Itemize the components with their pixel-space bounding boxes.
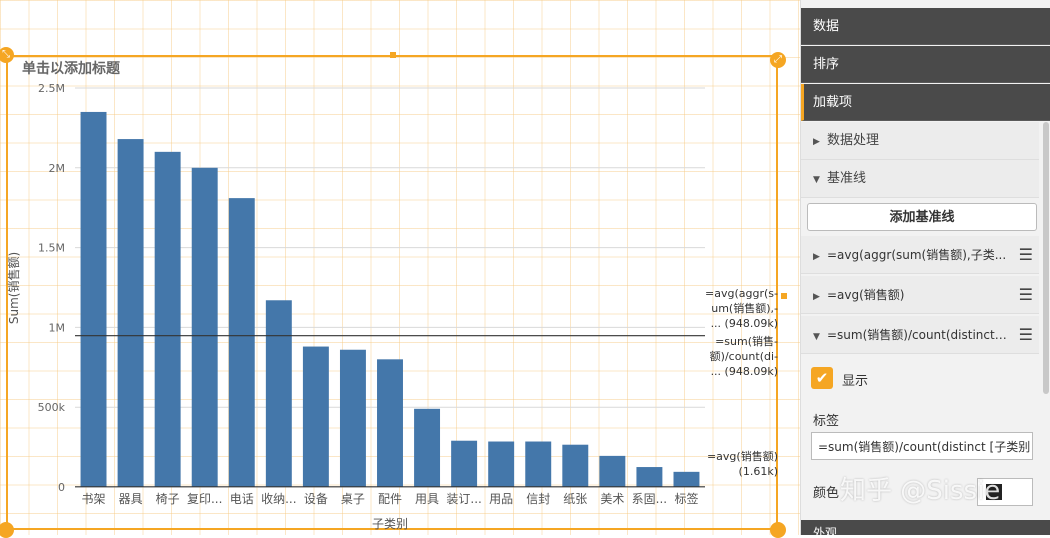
color-picker[interactable] bbox=[977, 478, 1033, 506]
subsection-data-handling[interactable]: ▶ 数据处理 bbox=[801, 122, 1039, 160]
x-tick-label: 器具 bbox=[119, 492, 143, 506]
x-tick-label: 电话 bbox=[230, 492, 254, 506]
section-sort-label: 排序 bbox=[813, 57, 840, 72]
reference-line-item[interactable]: ▶ =avg(销售额) ☰ bbox=[801, 276, 1039, 314]
section-appearance-label: 外观 bbox=[813, 526, 838, 535]
x-tick-label: 收纳... bbox=[261, 492, 296, 506]
bar bbox=[117, 139, 144, 487]
bar bbox=[302, 346, 329, 487]
add-reference-line-button[interactable]: 添加基准线 bbox=[807, 203, 1037, 231]
y-tick-label: 1.5M bbox=[38, 242, 65, 255]
x-axis-title: 子类别 bbox=[372, 517, 408, 531]
x-tick-label: 椅子 bbox=[156, 492, 180, 506]
color-swatch bbox=[986, 484, 1002, 500]
bar bbox=[191, 167, 218, 488]
reference-line-expression: =sum(销售额)/count(distinct [... bbox=[827, 328, 1007, 342]
resize-handle-top-right[interactable]: ⤢ bbox=[770, 52, 786, 68]
bar bbox=[377, 359, 403, 487]
chart-title-placeholder[interactable]: 单击以添加标题 bbox=[22, 61, 120, 77]
drag-handle-icon[interactable]: ☰ bbox=[1018, 285, 1033, 304]
resize-handle-top-left[interactable]: ⤡ bbox=[0, 47, 14, 63]
y-tick-label: 2M bbox=[49, 162, 66, 175]
section-data-label: 数据 bbox=[813, 19, 840, 34]
bar bbox=[154, 151, 181, 487]
properties-panel: 数据 排序 加载项 ▶ 数据处理 ▼ 基准线 添加基准线 ▶ =avg(aggr(su… bbox=[800, 0, 1050, 535]
bar bbox=[414, 408, 441, 487]
reference-line-label: (1.61k) bbox=[739, 465, 778, 478]
x-tick-label: 美术 bbox=[600, 492, 624, 506]
panel-scrollbar[interactable] bbox=[1043, 122, 1049, 394]
section-sort[interactable]: 排序 bbox=[801, 46, 1050, 83]
bar bbox=[636, 467, 663, 487]
bar bbox=[228, 198, 255, 487]
section-appearance[interactable]: 外观 bbox=[801, 520, 1050, 535]
x-tick-label: 设备 bbox=[304, 492, 328, 506]
section-addons[interactable]: 加载项 bbox=[801, 84, 1050, 121]
reference-line-label: ... (948.09k) bbox=[711, 365, 778, 378]
bar bbox=[525, 441, 552, 487]
sheet-canvas: ⤡ ⤢ 单击以添加标题 0 500k 1M 1.5M 2M 2.5M 书架 器具 椅子 复印...… bbox=[0, 0, 800, 538]
show-checkbox[interactable]: ✔ bbox=[811, 367, 833, 389]
label-field-title: 标签 bbox=[813, 414, 840, 429]
subsection-reference-lines-label: 基准线 bbox=[827, 171, 867, 186]
x-tick-label: 用品 bbox=[489, 492, 513, 506]
resize-handle-right-mid[interactable] bbox=[781, 293, 787, 299]
x-tick-label: 装订... bbox=[446, 492, 481, 506]
subsection-data-handling-label: 数据处理 bbox=[827, 133, 880, 148]
reference-line-label: =avg(销售额) bbox=[707, 449, 778, 463]
reference-line-expression: =avg(aggr(sum(销售额),子类... bbox=[827, 248, 1007, 262]
x-tick-label: 信封 bbox=[526, 492, 550, 506]
bar bbox=[80, 111, 107, 487]
section-addons-label: 加载项 bbox=[813, 95, 853, 110]
bar bbox=[562, 444, 589, 487]
label-input[interactable]: =sum(销售额)/count(distinct [子类别 bbox=[811, 432, 1033, 460]
x-tick-label: 标签 bbox=[674, 491, 698, 506]
reference-line-item[interactable]: ▶ =avg(aggr(sum(销售额),子类... ☰ bbox=[801, 236, 1039, 274]
x-tick-label: 复印... bbox=[187, 492, 222, 506]
resize-handle-bottom-right[interactable] bbox=[770, 522, 786, 538]
x-tick-label: 用具 bbox=[415, 492, 439, 506]
y-tick-label: 0 bbox=[58, 481, 65, 494]
subsection-reference-lines[interactable]: ▼ 基准线 bbox=[801, 160, 1039, 198]
x-tick-label: 书架 bbox=[82, 492, 106, 506]
reference-line-label: =avg(aggr(s- bbox=[705, 287, 778, 300]
chevron-right-icon: ▶ bbox=[813, 137, 820, 147]
reference-line-item-expanded[interactable]: ▼ =sum(销售额)/count(distinct [... ☰ bbox=[801, 316, 1039, 354]
reference-line-label: 额)/count(di- bbox=[710, 350, 778, 363]
reference-line-label: um(销售额),- bbox=[711, 301, 778, 315]
resize-handle-bottom-left[interactable] bbox=[0, 522, 14, 538]
y-tick-label: 2.5M bbox=[38, 82, 65, 95]
section-data[interactable]: 数据 bbox=[801, 8, 1050, 45]
drag-handle-icon[interactable]: ☰ bbox=[1018, 325, 1033, 344]
y-tick-label: 1M bbox=[49, 321, 66, 334]
resize-handle-top-mid[interactable] bbox=[390, 52, 396, 58]
bar bbox=[673, 471, 700, 487]
reference-line-expression: =avg(销售额) bbox=[827, 288, 905, 302]
y-tick-label: 500k bbox=[38, 401, 66, 414]
bar bbox=[451, 440, 478, 487]
chevron-down-icon: ▼ bbox=[813, 332, 820, 342]
bar bbox=[265, 300, 292, 487]
bar bbox=[599, 455, 626, 487]
checkmark-icon: ✔ bbox=[815, 369, 829, 387]
x-tick-label: 配件 bbox=[378, 492, 402, 506]
reference-line-label: =sum(销售- bbox=[715, 334, 778, 348]
bar bbox=[488, 441, 515, 487]
bar bbox=[339, 349, 366, 487]
bar-chart[interactable]: 0 500k 1M 1.5M 2M 2.5M 书架 器具 椅子 复印... 电话 收纳... 设备 桌子配… bbox=[0, 0, 800, 535]
drag-handle-icon[interactable]: ☰ bbox=[1018, 245, 1033, 264]
watermark: 知乎 @Sissie bbox=[840, 476, 1001, 506]
reference-line-label: ... (948.09k) bbox=[711, 317, 778, 330]
chevron-right-icon: ▶ bbox=[813, 292, 820, 302]
color-field-title: 颜色 bbox=[813, 486, 840, 501]
x-tick-label: 系固... bbox=[632, 492, 667, 506]
x-tick-label: 桌子 bbox=[341, 492, 365, 506]
chevron-down-icon: ▼ bbox=[813, 175, 820, 185]
x-tick-label: 纸张 bbox=[563, 492, 587, 506]
y-axis-title: Sum(销售额) bbox=[6, 252, 21, 324]
show-label: 显示 bbox=[842, 374, 869, 389]
chevron-right-icon: ▶ bbox=[813, 252, 820, 262]
